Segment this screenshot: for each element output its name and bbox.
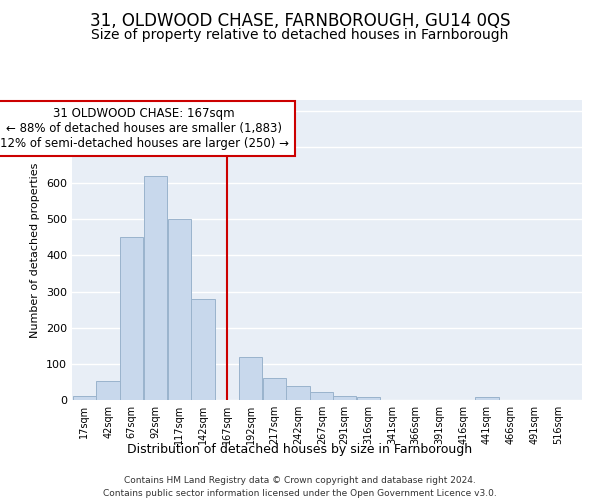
Bar — [73, 396, 96, 400]
Bar — [120, 238, 143, 400]
Text: Size of property relative to detached houses in Farnborough: Size of property relative to detached ho… — [91, 28, 509, 42]
Text: 31, OLDWOOD CHASE, FARNBOROUGH, GU14 0QS: 31, OLDWOOD CHASE, FARNBOROUGH, GU14 0QS — [90, 12, 510, 30]
Bar — [310, 392, 334, 400]
Text: 31 OLDWOOD CHASE: 167sqm
← 88% of detached houses are smaller (1,883)
12% of sem: 31 OLDWOOD CHASE: 167sqm ← 88% of detach… — [0, 107, 289, 150]
Text: Distribution of detached houses by size in Farnborough: Distribution of detached houses by size … — [127, 442, 473, 456]
Bar — [167, 220, 191, 400]
Bar — [333, 396, 356, 400]
Bar — [286, 386, 310, 400]
Bar — [239, 358, 262, 400]
Bar — [356, 398, 380, 400]
Text: Contains HM Land Registry data © Crown copyright and database right 2024.: Contains HM Land Registry data © Crown c… — [124, 476, 476, 485]
Bar — [263, 378, 286, 400]
Bar — [144, 176, 167, 400]
Bar — [97, 381, 120, 400]
Bar — [475, 398, 499, 400]
Text: Contains public sector information licensed under the Open Government Licence v3: Contains public sector information licen… — [103, 489, 497, 498]
Y-axis label: Number of detached properties: Number of detached properties — [31, 162, 40, 338]
Bar — [191, 299, 215, 400]
